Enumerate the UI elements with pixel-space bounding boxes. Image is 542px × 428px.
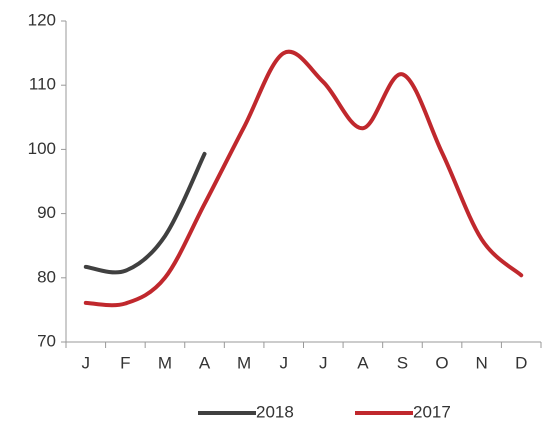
x-tick-label: A	[357, 353, 369, 372]
x-tick-label: M	[237, 353, 251, 372]
legend-label: 2017	[413, 402, 451, 421]
x-tick-label: F	[120, 353, 130, 372]
x-tick-label: J	[279, 353, 288, 372]
y-tick-label: 70	[37, 331, 56, 350]
x-tick-label: O	[435, 353, 448, 372]
series-line	[83, 151, 207, 275]
x-tick-label: J	[82, 353, 91, 372]
x-tick-label: S	[397, 353, 408, 372]
y-tick-label: 100	[28, 139, 56, 158]
x-tick-label: N	[475, 353, 487, 372]
x-tick-label: A	[199, 353, 211, 372]
legend-label: 2018	[256, 402, 294, 421]
y-tick-label: 90	[37, 203, 56, 222]
series-line	[83, 49, 524, 308]
x-tick-label: D	[515, 353, 527, 372]
y-tick-label: 120	[28, 10, 56, 29]
x-tick-label: J	[319, 353, 328, 372]
x-tick-label: M	[158, 353, 172, 372]
y-tick-label: 110	[29, 75, 56, 94]
y-tick-label: 80	[37, 267, 56, 286]
